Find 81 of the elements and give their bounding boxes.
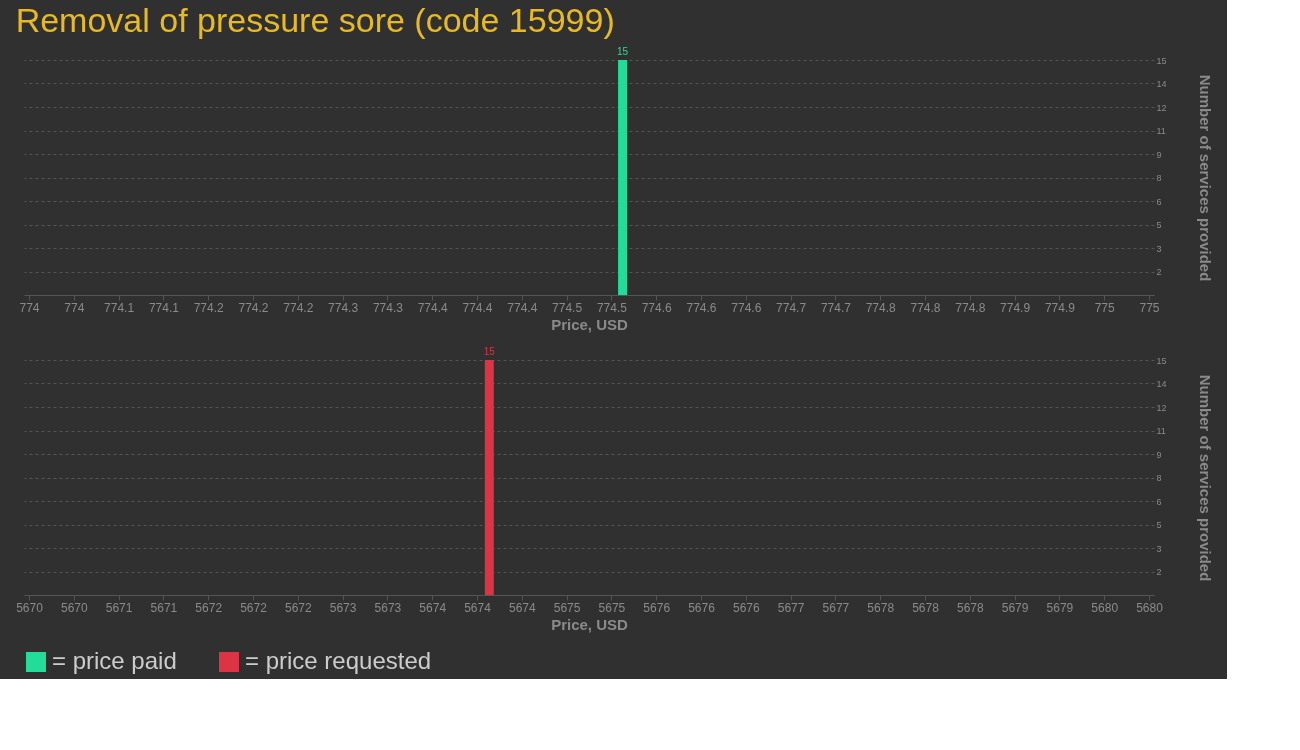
x-tick-label: 774 — [64, 300, 85, 315]
data-label: 15 — [617, 46, 629, 57]
x-tick-label: 5674 — [464, 600, 492, 615]
x-tick-label: 774.3 — [328, 300, 359, 315]
x-tick-label: 775 — [1094, 300, 1116, 315]
data-label: 15 — [483, 346, 496, 357]
x-tick-label: 774.1 — [148, 300, 180, 315]
x-tick-label: 774.4 — [462, 300, 493, 315]
x-tick-label: 5675 — [553, 600, 581, 615]
y-tick-label: 9 — [1156, 449, 1162, 460]
x-tick-label: 775 — [1139, 300, 1160, 315]
x-tick-label: 774.5 — [596, 300, 628, 315]
x-tick-label: 774.7 — [776, 300, 807, 315]
x-tick-label: 774.4 — [507, 300, 538, 315]
y-tick-label: 3 — [1156, 243, 1162, 254]
x-tick-label: 5680 — [1136, 600, 1164, 615]
x-tick-label: 5674 — [508, 600, 536, 615]
x-tick-label: 774.9 — [1000, 300, 1031, 315]
y-tick-label: 2 — [1156, 267, 1162, 277]
y-tick-label: 15 — [1156, 55, 1167, 66]
y-tick-label: 9 — [1156, 149, 1162, 160]
y-tick-label: 8 — [1156, 173, 1162, 183]
y-tick-label: 12 — [1156, 402, 1167, 413]
chart-title: Removal of pressure sore (code 15999) — [15, 1, 615, 39]
x-axis-title: Price, USD — [551, 615, 629, 633]
x-tick-label: 5676 — [688, 600, 716, 615]
x-tick-label: 5678 — [912, 600, 940, 615]
y-tick-label: 5 — [1156, 220, 1162, 230]
y-axis-title: Number of services provided — [1196, 374, 1214, 582]
x-tick-label: 774.6 — [686, 300, 717, 315]
legend-label: = price requested — [245, 647, 432, 674]
x-tick-label: 5676 — [732, 600, 760, 615]
x-tick-label: 774.4 — [417, 300, 449, 315]
y-tick-label: 3 — [1156, 543, 1162, 554]
y-tick-label: 14 — [1156, 79, 1167, 89]
y-tick-label: 2 — [1156, 567, 1162, 577]
x-tick-label: 774.8 — [955, 300, 986, 315]
x-tick-label: 774.2 — [193, 300, 225, 315]
x-tick-label: 5680 — [1091, 600, 1119, 615]
y-tick-label: 8 — [1156, 473, 1162, 483]
y-tick-label: 6 — [1156, 496, 1162, 507]
x-tick-label: 5677 — [822, 600, 850, 615]
y-tick-label: 5 — [1156, 520, 1162, 530]
y-tick-label: 11 — [1156, 426, 1166, 436]
x-tick-label: 5673 — [374, 600, 402, 615]
x-tick-label: 5671 — [105, 600, 133, 615]
x-tick-label: 774.9 — [1044, 300, 1076, 315]
x-tick-label: 774.1 — [104, 300, 135, 315]
x-tick-label: 774.3 — [372, 300, 404, 315]
x-axis-title: Price, USD — [551, 315, 629, 333]
x-tick-label: 5672 — [195, 600, 223, 615]
x-tick-label: 774.6 — [641, 300, 673, 315]
x-tick-label: 774.7 — [820, 300, 852, 315]
y-tick-label: 11 — [1156, 126, 1166, 136]
y-tick-label: 6 — [1156, 196, 1162, 207]
x-tick-label: 5670 — [16, 600, 44, 615]
y-tick-label: 12 — [1156, 102, 1167, 113]
x-tick-label: 5675 — [598, 600, 626, 615]
legend-label: = price paid — [52, 647, 177, 674]
x-tick-label: 5672 — [284, 600, 312, 615]
x-tick-label: 5677 — [777, 600, 805, 615]
x-tick-label: 5679 — [1001, 600, 1029, 615]
x-tick-label: 774.5 — [552, 300, 583, 315]
x-tick-label: 774.2 — [238, 300, 269, 315]
x-tick-label: 5679 — [1046, 600, 1074, 615]
y-tick-label: 14 — [1156, 379, 1167, 389]
x-tick-label: 5673 — [329, 600, 357, 615]
x-tick-label: 5670 — [60, 600, 88, 615]
x-tick-label: 5672 — [240, 600, 268, 615]
x-tick-label: 774.8 — [865, 300, 897, 315]
x-tick-label: 774.8 — [910, 300, 941, 315]
x-tick-label: 5676 — [643, 600, 671, 615]
y-axis-title: Number of services provided — [1196, 74, 1214, 282]
x-tick-label: 5674 — [419, 600, 447, 615]
x-tick-label: 5678 — [867, 600, 895, 615]
x-tick-label: 774 — [19, 300, 40, 315]
x-tick-label: 774.6 — [731, 300, 762, 315]
y-tick-label: 15 — [1156, 355, 1167, 366]
x-tick-label: 5678 — [956, 600, 984, 615]
x-tick-label: 5671 — [150, 600, 178, 615]
x-tick-label: 774.2 — [283, 300, 314, 315]
